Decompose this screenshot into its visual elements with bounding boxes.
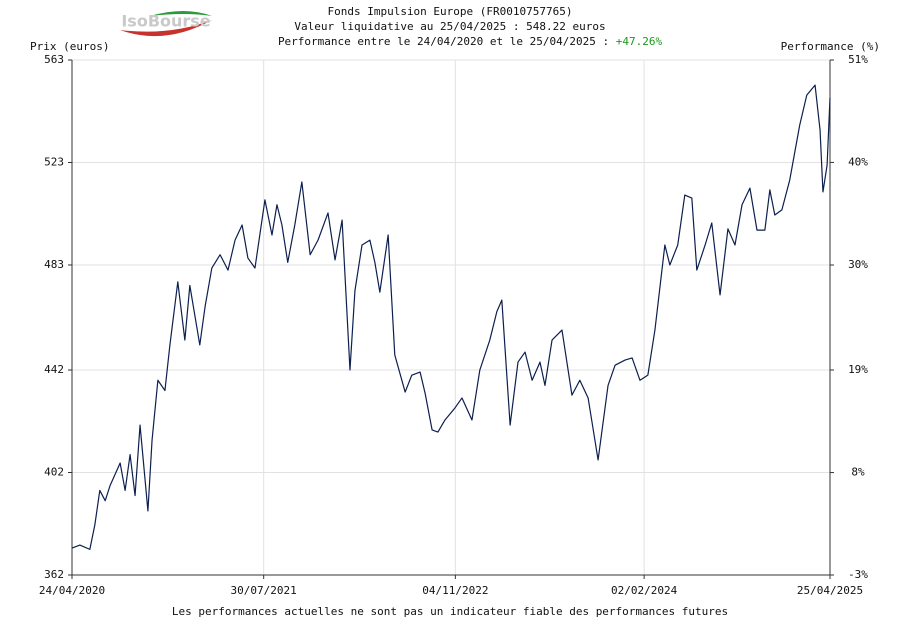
y2-tick-label: 51%	[848, 53, 868, 66]
x-tick-label: 30/07/2021	[231, 584, 297, 597]
y-tick-label: 563	[44, 53, 64, 66]
chart-subtitle: Valeur liquidative au 25/04/2025 : 548.2…	[294, 20, 605, 33]
performance-text: Performance entre le 24/04/2020 et le 25…	[278, 35, 609, 48]
performance-line: Performance entre le 24/04/2020 et le 25…	[278, 35, 663, 48]
performance-value: +47.26%	[616, 35, 663, 48]
y2-tick-label: 40%	[848, 155, 868, 168]
logo-swoosh-green	[150, 11, 212, 16]
y-tick-label: 523	[44, 155, 64, 168]
y-tick-label: 483	[44, 258, 64, 271]
y2-tick-label: 30%	[848, 258, 868, 271]
logo-swoosh-red	[120, 20, 212, 37]
y-axis-label: Prix (euros)	[30, 40, 109, 53]
x-tick-label: 04/11/2022	[422, 584, 488, 597]
x-tick-label: 02/02/2024	[611, 584, 678, 597]
logo: IsoBourse	[121, 12, 210, 31]
footer: Les performances actuelles ne sont pas u…	[172, 605, 728, 618]
y-tick-label: 362	[44, 568, 64, 581]
y2-axis-label: Performance (%)	[781, 40, 880, 53]
y-tick-label: 402	[44, 466, 64, 479]
chart-title: Fonds Impulsion Europe (FR0010757765)	[327, 5, 572, 18]
y-tick-label: 442	[44, 363, 64, 376]
y2-tick-label: -3%	[848, 568, 868, 581]
price-line	[71, 84, 831, 550]
x-tick-label: 24/04/2020	[39, 584, 105, 597]
y2-tick-label: 8%	[851, 466, 865, 479]
x-tick-label: 25/04/2025	[797, 584, 863, 597]
y2-tick-label: 19%	[848, 363, 868, 376]
